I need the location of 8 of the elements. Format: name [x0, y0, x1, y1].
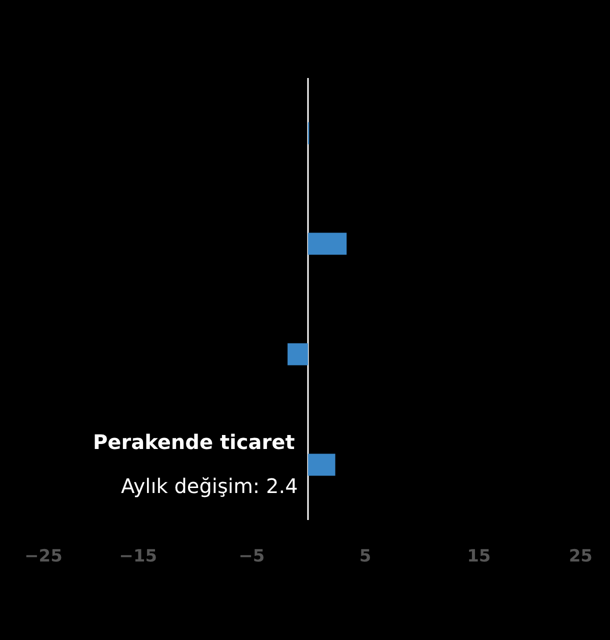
x-tick-label: −5 — [238, 546, 265, 566]
x-tick-label: −15 — [119, 546, 158, 566]
x-tick-label: 25 — [568, 546, 592, 566]
annotation: Perakende ticaret — [93, 430, 296, 454]
x-tick-label: 15 — [467, 546, 491, 566]
x-tick-label: 5 — [359, 546, 372, 566]
x-tick-label: −25 — [24, 546, 62, 566]
annotation: Aylık değişim: 2.4 — [121, 474, 298, 498]
